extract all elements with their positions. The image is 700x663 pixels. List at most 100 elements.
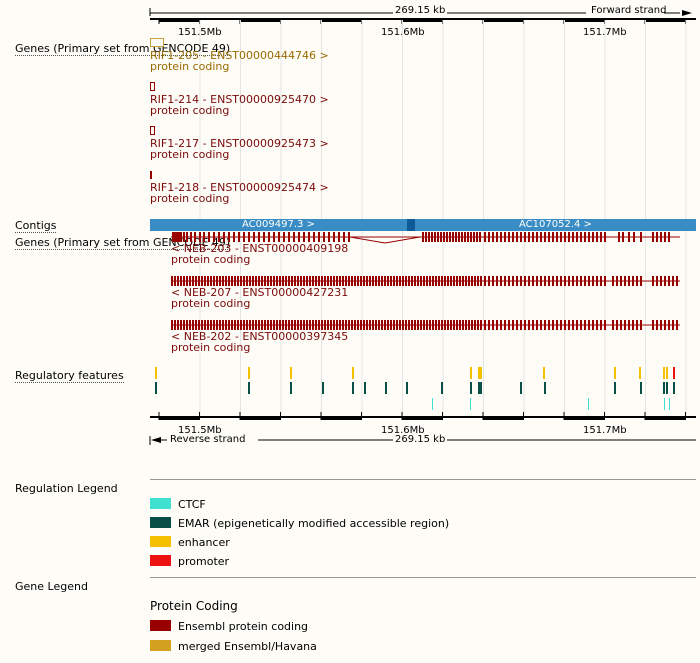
exon xyxy=(273,276,275,286)
scale-block xyxy=(159,416,200,420)
exon xyxy=(396,276,398,286)
exon xyxy=(297,276,299,286)
exon xyxy=(568,232,570,242)
exon xyxy=(183,320,185,330)
gene-feature-rif1-217[interactable] xyxy=(150,126,155,135)
gene-feature-rif1-218[interactable] xyxy=(150,171,152,179)
exon xyxy=(315,276,317,286)
exon xyxy=(231,320,233,330)
exon xyxy=(420,320,422,330)
emar-feature xyxy=(673,382,675,394)
enhancer-feature xyxy=(155,367,157,379)
exon xyxy=(580,232,582,242)
exon xyxy=(572,232,574,242)
gene-label-rif1-205[interactable]: RIF1-205 - ENST00000444746 > xyxy=(150,49,329,62)
exon xyxy=(628,320,630,330)
exon xyxy=(267,276,269,286)
exon xyxy=(622,232,624,242)
emar-feature xyxy=(290,382,292,394)
exon xyxy=(428,232,430,242)
exon xyxy=(303,276,305,286)
emar-feature xyxy=(478,382,480,394)
exon xyxy=(576,232,578,242)
exon xyxy=(552,232,554,242)
exon xyxy=(354,276,356,286)
gene-label-neb-207[interactable]: < NEB-207 - ENST00000427231 xyxy=(171,286,349,299)
gene-feature-neb-207 xyxy=(171,276,680,286)
exon xyxy=(293,232,295,242)
gene-type-rif1-217: protein coding xyxy=(150,148,230,161)
bottom-tick-label: 151.5Mb xyxy=(178,425,222,436)
exon xyxy=(584,320,586,330)
contig-ac009497[interactable] xyxy=(150,219,407,231)
gene-label-neb-203[interactable]: < NEB-203 - ENST00000409198 xyxy=(171,242,349,255)
exon xyxy=(267,320,269,330)
exon xyxy=(462,276,464,286)
gene-legend-subtitle: Protein Coding xyxy=(150,599,238,613)
exon xyxy=(261,320,263,330)
ctcf-feature xyxy=(432,398,433,410)
exon xyxy=(218,232,220,242)
exon xyxy=(536,320,538,330)
gene-label-rif1-217[interactable]: RIF1-217 - ENST00000925473 > xyxy=(150,137,329,150)
genes-forward-track-label[interactable]: Genes (Primary set from GENCODE 49) xyxy=(15,42,231,56)
gene-label-rif1-218[interactable]: RIF1-218 - ENST00000925474 > xyxy=(150,181,329,194)
exon xyxy=(414,276,416,286)
exon xyxy=(672,320,674,330)
regulatory-track-label[interactable]: Regulatory features xyxy=(15,369,124,383)
exon xyxy=(210,320,212,330)
exon xyxy=(318,276,320,286)
exon xyxy=(676,320,678,330)
exon xyxy=(508,320,510,330)
exon xyxy=(369,276,371,286)
exon xyxy=(520,232,522,242)
exon xyxy=(504,232,506,242)
exon xyxy=(664,232,666,242)
exon xyxy=(396,320,398,330)
gene-type-neb-203: protein coding xyxy=(171,253,251,266)
gene-feature-rif1-205[interactable] xyxy=(150,38,164,47)
exon xyxy=(488,320,490,330)
gene-label-rif1-214[interactable]: RIF1-214 - ENST00000925470 > xyxy=(150,93,329,106)
exon xyxy=(192,276,194,286)
exon xyxy=(321,320,323,330)
exon xyxy=(180,320,182,330)
exon xyxy=(268,232,270,242)
exon xyxy=(375,320,377,330)
exon xyxy=(429,276,431,286)
enhancer-feature xyxy=(352,367,354,379)
enhancer-feature xyxy=(478,367,480,379)
exon xyxy=(556,232,558,242)
scale-block xyxy=(645,416,686,420)
gene-feature-rif1-214[interactable] xyxy=(150,82,155,91)
exon xyxy=(174,276,176,286)
exon xyxy=(462,320,464,330)
gene-feature-neb-203 xyxy=(171,232,680,244)
exon xyxy=(504,276,506,286)
exon xyxy=(584,276,586,286)
legend-label-ensembl-protein-coding: Ensembl protein coding xyxy=(178,620,309,633)
exon xyxy=(676,276,678,286)
gene-label-neb-202[interactable]: < NEB-202 - ENST00000397345 xyxy=(171,330,349,343)
exon xyxy=(378,276,380,286)
exon xyxy=(306,320,308,330)
exon xyxy=(195,276,197,286)
exon xyxy=(270,276,272,286)
exon xyxy=(219,276,221,286)
legend-label-enhancer: enhancer xyxy=(178,536,230,549)
contigs-track-label[interactable]: Contigs xyxy=(15,219,57,233)
exon xyxy=(333,232,335,242)
exon xyxy=(177,276,179,286)
exon xyxy=(308,232,310,242)
exon xyxy=(604,232,606,242)
enhancer-feature xyxy=(543,367,545,379)
exon xyxy=(285,276,287,286)
exon xyxy=(276,320,278,330)
legend-label-promoter: promoter xyxy=(178,555,230,568)
exon xyxy=(588,232,590,242)
exon xyxy=(273,320,275,330)
exon xyxy=(186,232,188,242)
bottom-span-label: 269.15 kb xyxy=(395,434,446,445)
contig-ac107052[interactable] xyxy=(415,219,696,231)
exon xyxy=(652,276,654,286)
